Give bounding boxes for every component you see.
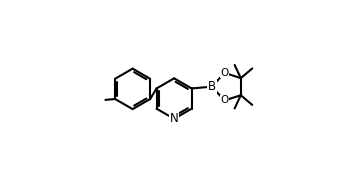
Text: N: N	[170, 112, 178, 125]
Text: O: O	[220, 96, 229, 105]
Text: B: B	[208, 80, 216, 93]
Text: O: O	[220, 68, 229, 78]
